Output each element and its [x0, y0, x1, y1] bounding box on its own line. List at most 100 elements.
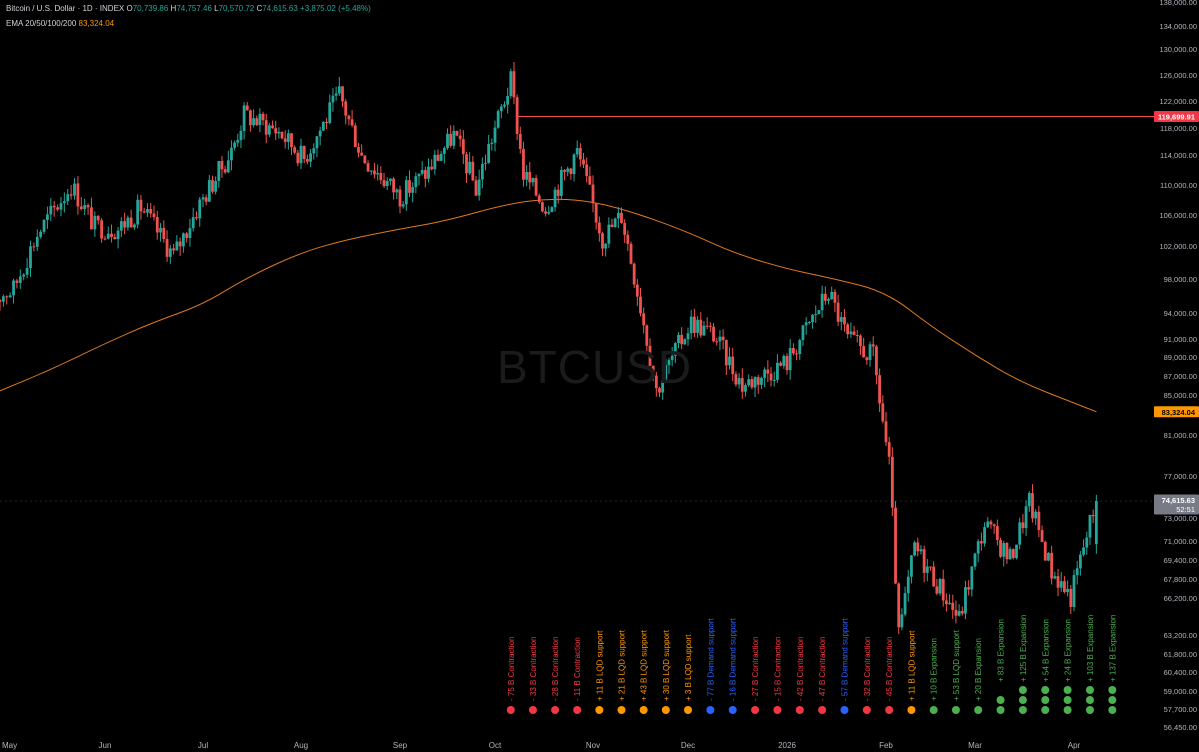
candle[interactable]	[667, 357, 671, 374]
candle[interactable]	[296, 149, 300, 167]
candle[interactable]	[446, 128, 449, 150]
candle[interactable]	[541, 201, 544, 213]
candle[interactable]	[645, 324, 649, 355]
candle[interactable]	[264, 113, 268, 144]
candle[interactable]	[804, 317, 808, 335]
candle[interactable]	[325, 118, 328, 130]
candle[interactable]	[509, 68, 513, 99]
candle[interactable]	[999, 537, 1002, 559]
candle[interactable]	[585, 157, 589, 183]
candle[interactable]	[452, 125, 456, 150]
candle[interactable]	[341, 86, 344, 108]
candle[interactable]	[146, 203, 149, 217]
candle[interactable]	[689, 310, 693, 340]
candle[interactable]	[363, 155, 367, 165]
candle[interactable]	[791, 343, 795, 356]
candle[interactable]	[211, 175, 214, 194]
ema-price-tag[interactable]: 83,324.04	[1154, 406, 1199, 418]
candle[interactable]	[572, 153, 576, 182]
candle[interactable]	[93, 211, 97, 237]
candle[interactable]	[357, 142, 360, 158]
candle[interactable]	[708, 322, 712, 333]
candle[interactable]	[827, 297, 830, 305]
candle[interactable]	[249, 109, 252, 132]
candle[interactable]	[96, 215, 100, 225]
candle[interactable]	[423, 166, 427, 188]
candle[interactable]	[935, 579, 939, 596]
annotation-expansion[interactable]: + 24 B Expansion	[1063, 619, 1073, 714]
candle[interactable]	[525, 164, 529, 187]
candle[interactable]	[217, 160, 221, 188]
candle[interactable]	[152, 205, 156, 221]
candle[interactable]	[673, 341, 677, 363]
candle[interactable]	[776, 354, 779, 383]
candle[interactable]	[226, 150, 230, 174]
candle[interactable]	[677, 332, 680, 349]
candle[interactable]	[1047, 552, 1050, 562]
candle[interactable]	[894, 501, 897, 585]
candle[interactable]	[973, 552, 977, 570]
candle[interactable]	[941, 569, 945, 607]
candle[interactable]	[207, 174, 211, 203]
candle[interactable]	[865, 356, 869, 365]
candle[interactable]	[18, 269, 22, 289]
candle[interactable]	[512, 61, 516, 105]
candle[interactable]	[820, 285, 824, 318]
candle[interactable]	[5, 295, 9, 305]
candle[interactable]	[897, 582, 901, 635]
candle[interactable]	[862, 337, 866, 358]
candle[interactable]	[382, 172, 386, 189]
candle[interactable]	[903, 586, 907, 617]
candle[interactable]	[686, 327, 690, 346]
candle[interactable]	[172, 243, 175, 255]
candle[interactable]	[139, 195, 143, 220]
candle[interactable]	[763, 367, 767, 388]
candle[interactable]	[954, 600, 958, 624]
candle[interactable]	[801, 324, 805, 346]
candle[interactable]	[613, 217, 617, 228]
candle[interactable]	[427, 158, 430, 183]
candle[interactable]	[455, 130, 459, 137]
candle[interactable]	[83, 198, 87, 215]
candle[interactable]	[916, 537, 920, 557]
candle[interactable]	[1066, 580, 1070, 597]
candle[interactable]	[116, 227, 120, 249]
candle[interactable]	[461, 130, 465, 165]
candle[interactable]	[986, 517, 990, 528]
candle[interactable]	[785, 353, 789, 375]
candle[interactable]	[648, 338, 652, 367]
candle[interactable]	[702, 320, 706, 336]
candle[interactable]	[52, 200, 56, 217]
candle[interactable]	[506, 87, 510, 114]
candle[interactable]	[129, 209, 133, 228]
candle[interactable]	[1037, 505, 1041, 538]
candle[interactable]	[550, 206, 554, 213]
candle[interactable]	[724, 339, 728, 375]
candle[interactable]	[569, 167, 573, 180]
candle[interactable]	[503, 101, 506, 109]
candle[interactable]	[699, 312, 703, 338]
candle[interactable]	[1072, 569, 1076, 612]
candle[interactable]	[395, 188, 399, 200]
candle[interactable]	[938, 577, 942, 596]
candle[interactable]	[56, 204, 59, 212]
candle[interactable]	[258, 108, 262, 133]
candle[interactable]	[261, 111, 265, 126]
candle[interactable]	[597, 216, 601, 242]
candle[interactable]	[347, 114, 351, 126]
candle[interactable]	[610, 218, 614, 228]
annotation-expansion[interactable]: + 20 B Expansion	[974, 638, 983, 714]
candle[interactable]	[389, 178, 392, 186]
annotation-expansion[interactable]: + 54 B Expansion	[1041, 619, 1050, 714]
candle[interactable]	[159, 223, 162, 242]
candle[interactable]	[436, 149, 440, 162]
annotation-demand[interactable]: - 16 B Demand support	[728, 618, 738, 714]
candle[interactable]	[411, 182, 415, 203]
ema-legend[interactable]: EMA 20/50/100/200 83,324.04	[6, 19, 114, 28]
candle[interactable]	[528, 161, 532, 190]
annotation-contraction[interactable]: - 11 B Contraction	[573, 637, 582, 714]
candle[interactable]	[312, 143, 316, 160]
candle[interactable]	[79, 197, 83, 211]
candle[interactable]	[670, 347, 674, 367]
candle[interactable]	[635, 279, 639, 306]
